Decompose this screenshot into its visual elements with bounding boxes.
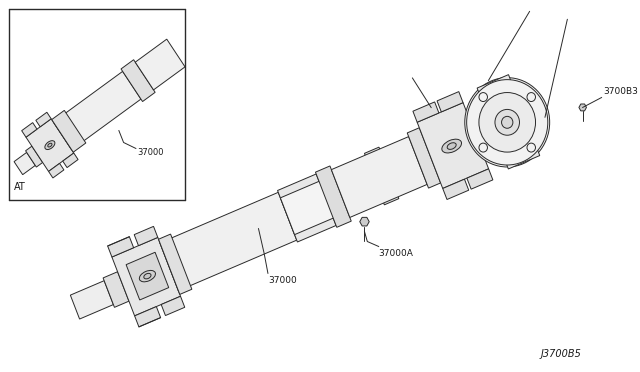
Polygon shape — [70, 281, 113, 319]
Polygon shape — [160, 192, 297, 291]
Polygon shape — [14, 153, 35, 175]
Ellipse shape — [529, 145, 536, 153]
Polygon shape — [135, 39, 185, 90]
Polygon shape — [121, 60, 155, 102]
Polygon shape — [49, 163, 64, 178]
Polygon shape — [316, 166, 351, 227]
Ellipse shape — [48, 143, 52, 147]
Polygon shape — [52, 110, 86, 152]
Polygon shape — [103, 272, 129, 307]
Ellipse shape — [478, 145, 486, 153]
Polygon shape — [443, 179, 468, 199]
Polygon shape — [579, 104, 586, 111]
Ellipse shape — [465, 78, 550, 167]
Polygon shape — [417, 103, 488, 189]
Ellipse shape — [479, 93, 536, 152]
Ellipse shape — [479, 143, 488, 152]
Ellipse shape — [500, 115, 514, 129]
Polygon shape — [26, 146, 43, 167]
Polygon shape — [134, 307, 161, 327]
Ellipse shape — [478, 92, 486, 100]
Polygon shape — [468, 108, 500, 156]
Ellipse shape — [495, 109, 520, 135]
Ellipse shape — [479, 93, 536, 152]
Polygon shape — [53, 71, 141, 150]
Polygon shape — [280, 161, 381, 235]
Polygon shape — [477, 75, 540, 169]
Ellipse shape — [479, 93, 488, 102]
Polygon shape — [26, 119, 74, 171]
Ellipse shape — [529, 92, 536, 100]
Polygon shape — [278, 174, 336, 242]
Polygon shape — [36, 112, 51, 127]
Polygon shape — [63, 153, 78, 168]
Polygon shape — [413, 102, 439, 122]
Polygon shape — [161, 296, 185, 315]
Ellipse shape — [45, 141, 55, 150]
Text: J3700B5: J3700B5 — [541, 349, 582, 359]
Ellipse shape — [502, 116, 513, 128]
Ellipse shape — [442, 139, 461, 153]
Polygon shape — [134, 227, 158, 246]
Polygon shape — [360, 217, 369, 226]
Polygon shape — [112, 237, 180, 316]
Polygon shape — [22, 123, 37, 137]
Polygon shape — [364, 147, 399, 205]
Polygon shape — [467, 169, 493, 189]
Ellipse shape — [527, 143, 536, 152]
Polygon shape — [332, 137, 427, 218]
Text: 37000: 37000 — [138, 148, 164, 157]
Polygon shape — [437, 92, 463, 112]
Ellipse shape — [140, 270, 156, 282]
Ellipse shape — [467, 80, 548, 165]
Ellipse shape — [447, 143, 456, 150]
Polygon shape — [407, 128, 440, 188]
Text: 37000: 37000 — [268, 276, 297, 285]
Ellipse shape — [144, 273, 151, 279]
Polygon shape — [159, 234, 192, 294]
Text: 37000A: 37000A — [379, 250, 413, 259]
Polygon shape — [108, 237, 134, 257]
Text: AT: AT — [13, 182, 26, 192]
Text: 3700B3: 3700B3 — [604, 87, 638, 96]
Ellipse shape — [527, 93, 536, 102]
Ellipse shape — [493, 108, 522, 137]
Polygon shape — [126, 252, 169, 300]
